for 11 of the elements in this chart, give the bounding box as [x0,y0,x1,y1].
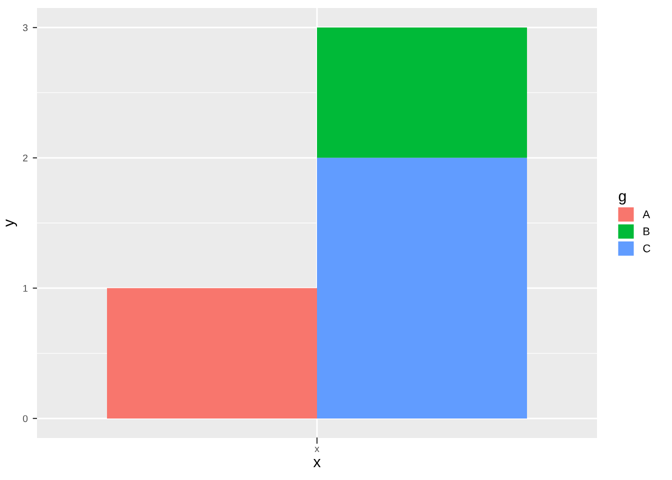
y-tick-label: 0 [22,415,28,422]
legend-label: A [642,210,650,218]
y-tick-label: 3 [22,24,28,32]
text: x [314,446,320,452]
y-tick-label: 2 [23,154,28,162]
legend-label: C [643,244,650,252]
y-axis-title: y [6,219,18,227]
legend-title: g [618,193,626,205]
legend-label: B [644,228,650,236]
x-axis-title: x [313,459,321,468]
y-tick-label: 1 [23,284,28,292]
